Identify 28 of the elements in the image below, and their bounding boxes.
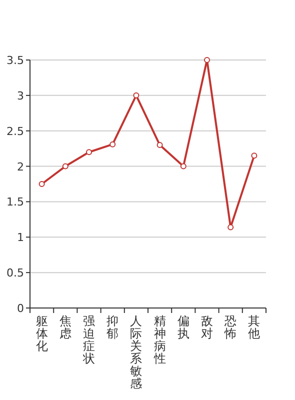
point xyxy=(86,149,92,156)
y-tick-label: 1.5 xyxy=(6,196,24,209)
y-tick-label: 2.5 xyxy=(6,124,24,138)
y-tick-label: 0 xyxy=(17,302,24,315)
x-tick-label: 躯体化 xyxy=(36,314,48,353)
x-tick-label: 敌对 xyxy=(201,314,213,340)
point xyxy=(156,142,163,148)
y-tick-label: 0.5 xyxy=(6,266,24,280)
x-tick-label: 其他 xyxy=(248,314,260,340)
x-tick-label: 精神病性 xyxy=(152,314,166,366)
point xyxy=(180,163,186,170)
x-tick-label: 焦虑 xyxy=(59,314,72,340)
point xyxy=(251,152,258,159)
x-tick-label: 强迫症状 xyxy=(82,314,95,366)
y-tick-label: 3.5 xyxy=(6,54,24,67)
x-tick-label: 抑郁 xyxy=(106,314,119,340)
point xyxy=(110,141,116,148)
x-tick-label: 人际关系敏感 xyxy=(130,314,142,390)
x-tick-label: 恐怖 xyxy=(224,314,237,340)
point xyxy=(204,57,210,63)
point xyxy=(62,163,68,170)
point xyxy=(133,92,140,98)
y-tick-label: 1 xyxy=(17,231,24,244)
point xyxy=(228,224,234,230)
point xyxy=(38,181,45,187)
x-tick-label: 偏执 xyxy=(177,314,190,340)
y-tick-label: 2 xyxy=(17,160,24,174)
y-tick-label: 3 xyxy=(17,89,24,102)
